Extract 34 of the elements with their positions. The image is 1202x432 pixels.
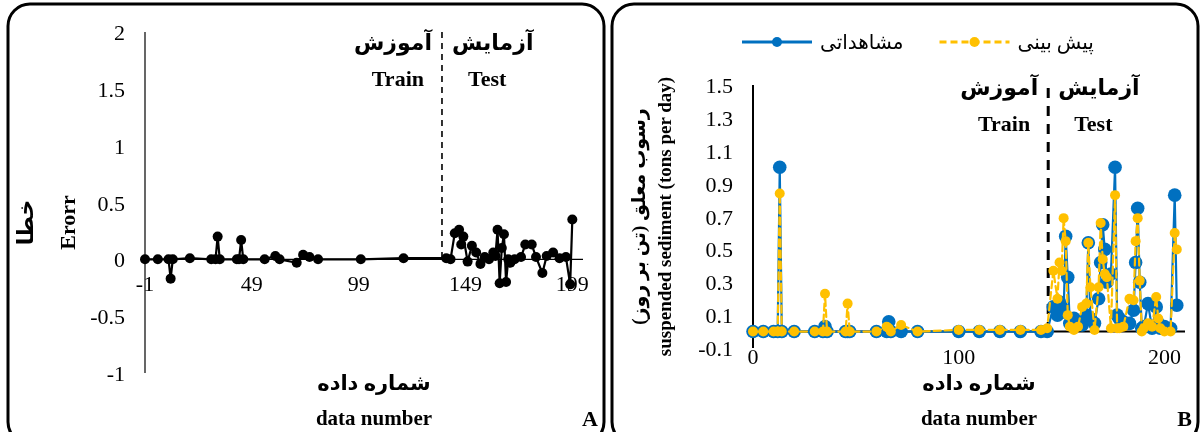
y-tick-label: 1.5 xyxy=(97,76,125,102)
annotation: Train xyxy=(978,111,1031,136)
y-tick-label: 1 xyxy=(114,133,125,159)
y-tick-label: 0.9 xyxy=(705,171,733,197)
y-tick-label: 1.3 xyxy=(705,105,733,131)
annotation: آموزش xyxy=(960,73,1039,101)
y-tick-label: 1.1 xyxy=(705,138,733,164)
y-tick-label: -1 xyxy=(106,361,125,386)
y-tick-label: 0.5 xyxy=(97,190,125,216)
annotation: Test xyxy=(1074,111,1114,136)
annotation: آموزش xyxy=(354,28,433,56)
y-tick-label: 0.3 xyxy=(705,270,733,296)
legend-label: پیش بینی xyxy=(1017,31,1094,55)
x-tick-label: 100 xyxy=(942,343,976,369)
text: B xyxy=(1177,406,1193,431)
y-tick-label: 1.5 xyxy=(705,73,733,98)
annotation: آزمایش xyxy=(451,28,534,55)
x-tick-label: 49 xyxy=(240,271,263,297)
x-tick-label: 0 xyxy=(747,343,759,369)
annotation: Test xyxy=(467,66,507,91)
y-tick-label: 0.7 xyxy=(705,204,733,230)
x-tick-label: 149 xyxy=(448,271,482,297)
y-tick-label: 0 xyxy=(114,247,125,273)
text: A xyxy=(582,406,599,431)
legend-label: مشاهداتی xyxy=(820,31,904,53)
annotation: آزمایش xyxy=(1058,73,1141,100)
y-tick-label: -0.1 xyxy=(698,336,733,361)
y-tick-label: -0.5 xyxy=(90,304,125,330)
annotation: Train xyxy=(371,66,424,91)
x-tick-label: 200 xyxy=(1147,343,1181,369)
y-tick-label: 0.5 xyxy=(705,237,733,263)
y-tick-label: 2 xyxy=(114,20,125,45)
y-tick-label: 0.1 xyxy=(705,303,733,329)
x-tick-label: 99 xyxy=(347,271,370,297)
